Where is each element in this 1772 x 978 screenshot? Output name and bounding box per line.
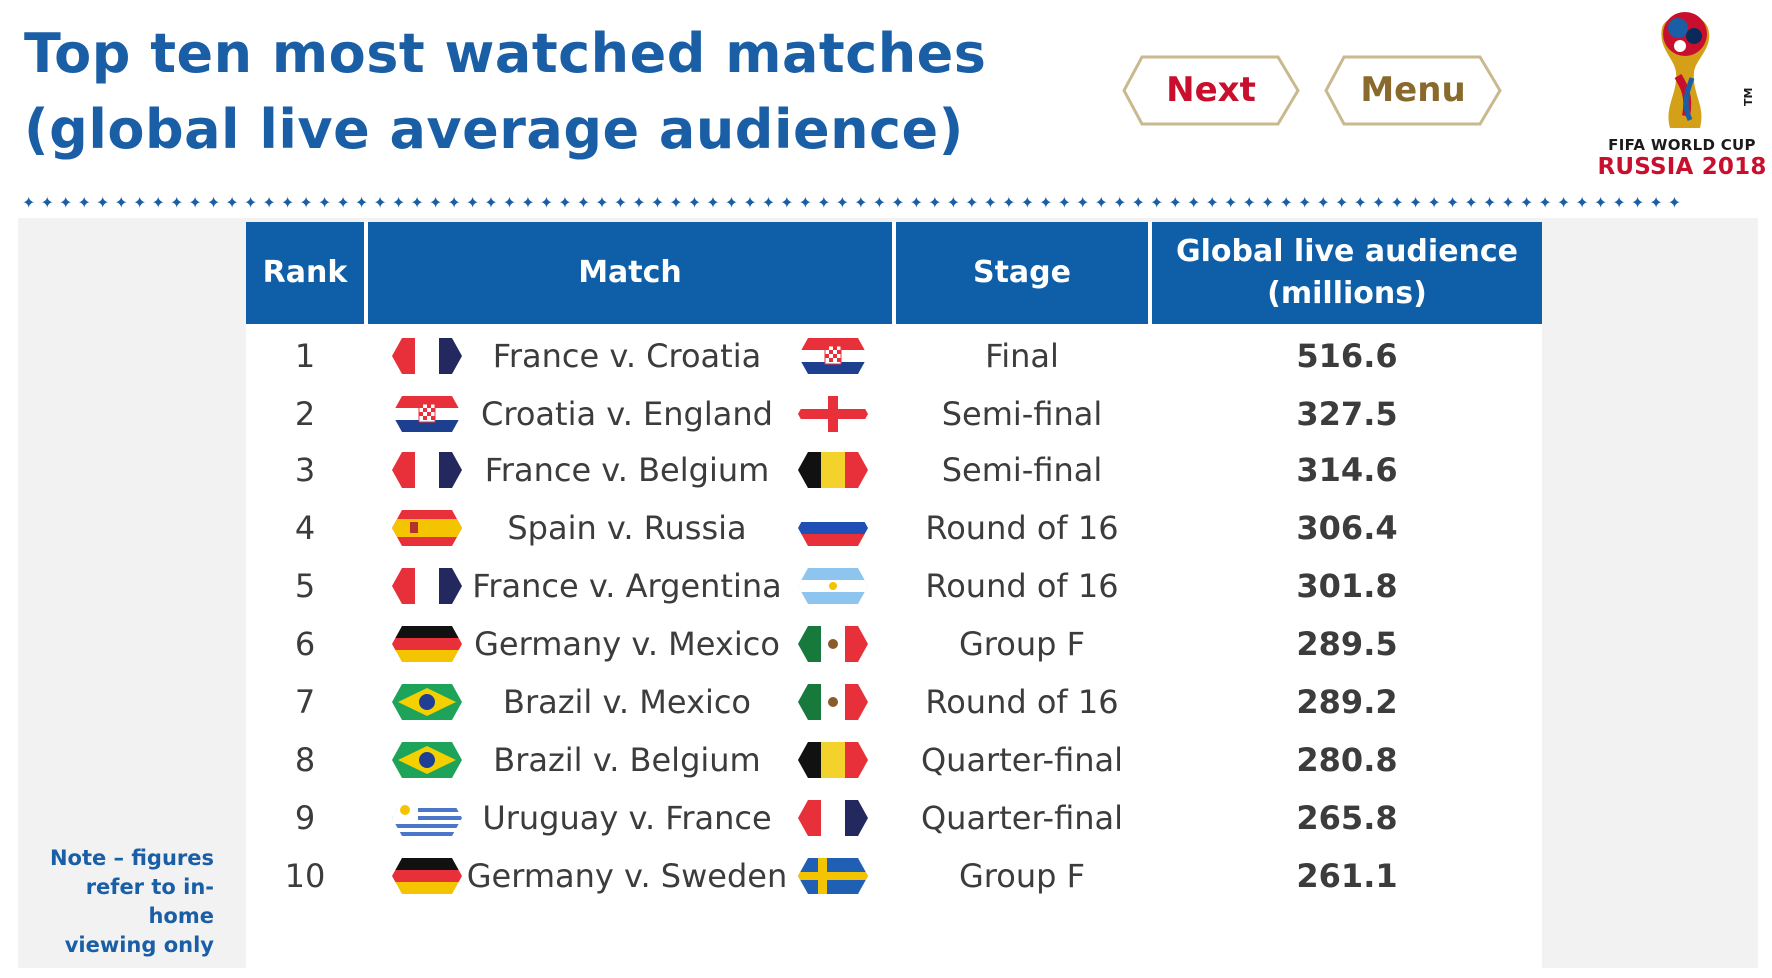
germany-flag-icon: [392, 858, 462, 894]
uruguay-flag-icon: [392, 800, 462, 836]
header-audience-line1: Global live audience: [1175, 234, 1519, 269]
table-row: 1 France v. Croatia Final 516.6: [246, 324, 1542, 388]
next-button-frame: [1122, 55, 1300, 126]
stage-cell: Group F: [959, 857, 1085, 895]
stage-cell: Final: [985, 337, 1059, 375]
match-cell: Spain v. Russia: [507, 509, 747, 547]
table-row: 3 France v. Belgium Semi-final 314.6: [246, 438, 1542, 502]
rank-cell: 1: [294, 337, 316, 375]
table-row: 4 Spain v. Russia Round of 16 306.4: [246, 496, 1542, 560]
stage-cell: Round of 16: [925, 567, 1119, 605]
stage-cell: Round of 16: [925, 509, 1119, 547]
france-flag-icon: [392, 568, 462, 604]
table-row: 2 Croatia v. England Semi-final 327.5: [246, 382, 1542, 446]
audience-cell: 327.5: [1296, 395, 1398, 433]
world-cup-logo: TM FIFA WORLD CUP RUSSIA 2018: [1594, 6, 1770, 180]
header-rank: Rank: [246, 222, 364, 324]
table-row: 10 Germany v. Sweden Group F 261.1: [246, 844, 1542, 908]
header-match: Match: [368, 222, 892, 324]
audience-cell: 516.6: [1296, 337, 1398, 375]
brazil-flag-icon: [392, 684, 462, 720]
france-flag-icon: [392, 452, 462, 488]
table-row: 9 Uruguay v. France Quarter-final 265.8: [246, 786, 1542, 850]
croatia-flag-icon: [392, 396, 462, 432]
germany-flag-icon: [392, 626, 462, 662]
audience-cell: 301.8: [1296, 567, 1398, 605]
audience-cell: 261.1: [1296, 857, 1398, 895]
rank-cell: 5: [294, 567, 316, 605]
match-cell: Germany v. Sweden: [466, 857, 788, 895]
match-cell: Croatia v. England: [481, 395, 773, 433]
rank-cell: 4: [294, 509, 316, 547]
rank-cell: 7: [294, 683, 316, 721]
matches-table: [246, 222, 1542, 968]
france-flag-icon: [392, 338, 462, 374]
note-line1: Note – figures: [49, 846, 214, 870]
rank-cell: 9: [294, 799, 316, 837]
stage-cell: Semi-final: [941, 395, 1103, 433]
menu-button[interactable]: Menu: [1322, 53, 1504, 128]
stage-cell: Quarter-final: [920, 799, 1124, 837]
belgium-flag-icon: [798, 742, 868, 778]
rank-cell: 2: [294, 395, 316, 433]
france-flag-icon: [798, 800, 868, 836]
rank-cell: 3: [294, 451, 316, 489]
table-row: 8 Brazil v. Belgium Quarter-final 280.8: [246, 728, 1542, 792]
trademark-text: TM: [1742, 88, 1755, 106]
note-text: Note – figures refer to in-home viewing …: [30, 844, 214, 960]
header-stage: Stage: [896, 222, 1148, 324]
match-cell: Brazil v. Belgium: [493, 741, 761, 779]
match-cell: Germany v. Mexico: [474, 625, 780, 663]
audience-cell: 280.8: [1296, 741, 1398, 779]
page-title: Top ten most watched matches (global liv…: [24, 16, 986, 168]
belgium-flag-icon: [798, 452, 868, 488]
stage-cell: Quarter-final: [920, 741, 1124, 779]
page-title-line1: Top ten most watched matches: [24, 22, 987, 85]
table-row: 7 Brazil v. Mexico Round of 16 289.2: [246, 670, 1542, 734]
page-title-line2: (global live average audience): [24, 98, 964, 161]
dotted-divider: ✦ ✦ ✦ ✦ ✦ ✦ ✦ ✦ ✦ ✦ ✦ ✦ ✦ ✦ ✦ ✦ ✦ ✦ ✦ ✦ …: [22, 193, 1682, 212]
rank-cell: 8: [294, 741, 316, 779]
brazil-flag-icon: [392, 742, 462, 778]
stage-cell: Round of 16: [925, 683, 1119, 721]
next-button-label: Next: [1166, 70, 1256, 110]
note-line3: viewing only: [64, 933, 214, 957]
header-audience: Global live audience (millions): [1152, 222, 1542, 324]
stage-cell: Group F: [959, 625, 1085, 663]
sweden-flag-icon: [798, 858, 868, 894]
argentina-flag-icon: [798, 568, 868, 604]
menu-button-frame: [1324, 55, 1502, 126]
england-flag-icon: [798, 396, 868, 432]
mexico-flag-icon: [798, 684, 868, 720]
match-cell: Brazil v. Mexico: [503, 683, 751, 721]
logo-line2: RUSSIA 2018: [1597, 154, 1767, 180]
rank-cell: 10: [284, 857, 326, 895]
table-row: 5 France v. Argentina Round of 16 301.8: [246, 554, 1542, 618]
match-cell: Uruguay v. France: [482, 799, 772, 837]
table-row: 6 Germany v. Mexico Group F 289.5: [246, 612, 1542, 676]
match-cell: France v. Croatia: [492, 337, 762, 375]
croatia-flag-icon: [798, 338, 868, 374]
note-line2: refer to in-home: [85, 875, 214, 928]
next-button[interactable]: Next: [1120, 53, 1302, 128]
header-audience-line2: (millions): [1267, 276, 1427, 311]
audience-cell: 314.6: [1296, 451, 1398, 489]
audience-cell: 289.5: [1296, 625, 1398, 663]
match-cell: France v. Belgium: [484, 451, 770, 489]
audience-cell: 289.2: [1296, 683, 1398, 721]
audience-cell: 306.4: [1296, 509, 1398, 547]
spain-flag-icon: [392, 510, 462, 546]
match-cell: France v. Argentina: [472, 567, 782, 605]
mexico-flag-icon: [798, 626, 868, 662]
audience-cell: 265.8: [1296, 799, 1398, 837]
logo-line1: FIFA WORLD CUP: [1608, 136, 1756, 154]
russia-flag-icon: [798, 510, 868, 546]
trophy-emblem-icon: TM: [1661, 12, 1755, 128]
stage-cell: Semi-final: [941, 451, 1103, 489]
rank-cell: 6: [294, 625, 316, 663]
menu-button-label: Menu: [1360, 70, 1466, 110]
